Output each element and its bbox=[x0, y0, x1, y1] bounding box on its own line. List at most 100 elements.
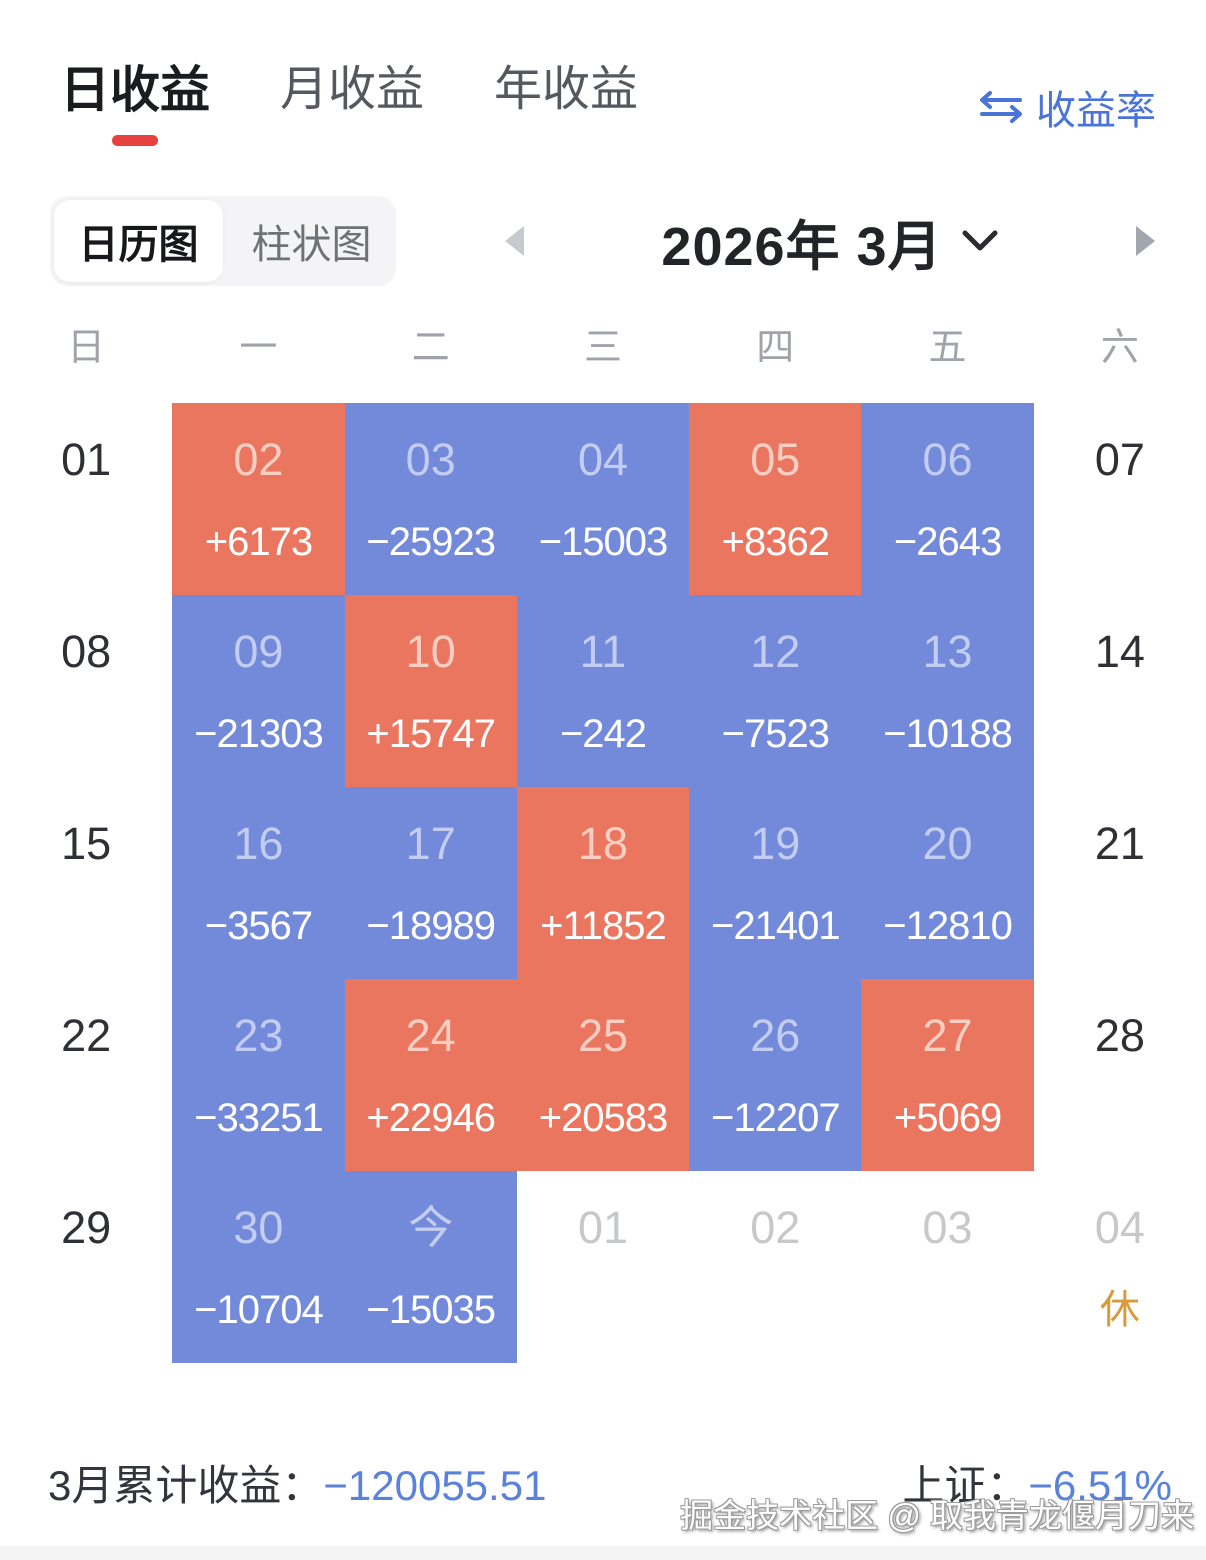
cell-profit-value: +11852 bbox=[540, 904, 667, 948]
calendar-cell: 21 bbox=[1034, 787, 1206, 979]
calendar-cell: 14 bbox=[1034, 595, 1206, 787]
cell-profit-value: −21303 bbox=[194, 712, 324, 756]
cell-date: 04 bbox=[1094, 1202, 1145, 1253]
index-value: −6.51% bbox=[1028, 1462, 1172, 1509]
cell-date: 30 bbox=[233, 1202, 284, 1253]
return-rate-label: 收益率 bbox=[1036, 89, 1156, 133]
cell-date: 17 bbox=[405, 818, 456, 869]
cell-profit-value: −15003 bbox=[538, 520, 669, 564]
cell-date: 08 bbox=[61, 626, 112, 677]
tab-daily-return[interactable]: 日收益 bbox=[60, 60, 210, 146]
cell-date: 20 bbox=[922, 818, 973, 869]
calendar-cell: 25 +20583 bbox=[516, 979, 690, 1171]
tab-monthly-return[interactable]: 月收益 bbox=[280, 60, 424, 120]
cell-date: 09 bbox=[233, 626, 284, 677]
calendar-cell: 27 +5069 bbox=[861, 979, 1034, 1171]
calendar-cell: 17 −18989 bbox=[344, 787, 517, 979]
weekday-header: 日一二三四五六 bbox=[0, 322, 1206, 374]
calendar-cell: 30 −10704 bbox=[172, 1171, 345, 1363]
calendar-cell: 22 bbox=[0, 979, 172, 1171]
cell-date: 29 bbox=[61, 1202, 112, 1253]
calendar-cell: 24 +22946 bbox=[344, 979, 517, 1171]
active-tab-underline bbox=[112, 135, 158, 146]
month-total-value: −120055.51 bbox=[323, 1462, 547, 1509]
calendar-cell: 20 −12810 bbox=[861, 787, 1034, 979]
cell-profit-value: −2643 bbox=[893, 520, 1002, 564]
calendar-cell: 13 −10188 bbox=[861, 595, 1034, 787]
cell-date: 01 bbox=[577, 1202, 629, 1253]
cell-date: 14 bbox=[1094, 626, 1145, 677]
weekday-header-wed: 三 bbox=[583, 327, 622, 369]
weekday-header-thu: 四 bbox=[756, 327, 795, 369]
cell-profit-value: −15035 bbox=[366, 1288, 496, 1332]
calendar-cell: 04 −15003 bbox=[516, 403, 690, 595]
calendar-cell: 16 −3567 bbox=[172, 787, 345, 979]
cell-profit-value: +20583 bbox=[538, 1096, 669, 1140]
market-closed-badge: 休 bbox=[1099, 1288, 1140, 1332]
watermark-text: 掘金技术社区 @ 取我青龙偃月刀来 bbox=[680, 1497, 1194, 1534]
return-rate-toggle[interactable]: 收益率 bbox=[978, 78, 1156, 136]
weekday-header-tue: 二 bbox=[411, 327, 450, 369]
calendar-cell: 28 bbox=[1034, 979, 1206, 1171]
cell-date: 19 bbox=[750, 818, 801, 869]
cell-profit-value: −18989 bbox=[366, 904, 496, 948]
bar-view-button[interactable]: 柱状图 bbox=[251, 223, 372, 267]
cell-date: 24 bbox=[405, 1010, 456, 1061]
calendar-cell: 08 bbox=[0, 595, 172, 787]
calendar-cell: 09 −21303 bbox=[172, 595, 345, 787]
cell-profit-value: +6173 bbox=[204, 520, 313, 564]
cell-date: 25 bbox=[577, 1010, 629, 1061]
month-navigation: 2026年 3月 bbox=[505, 196, 1155, 286]
calendar-cell: 01 bbox=[0, 403, 172, 595]
chevron-down-icon bbox=[961, 228, 999, 254]
month-total-summary: 3月累计收益：−120055.51 bbox=[48, 1452, 546, 1513]
profit-calendar-grid: 01 02 +6173 03 −25923 04 −15003 05 +8362 06 −2643 0… bbox=[0, 403, 1206, 1363]
swap-arrows-icon bbox=[978, 89, 1024, 125]
weekday-header-sun: 日 bbox=[67, 327, 106, 369]
calendar-cell: 12 −7523 bbox=[689, 595, 862, 787]
calendar-view-button[interactable]: 日历图 bbox=[54, 200, 223, 282]
return-period-tabs: 日收益 月收益 年收益 bbox=[60, 60, 638, 146]
cell-profit-value: −242 bbox=[559, 712, 647, 756]
cell-date: 04 bbox=[577, 434, 629, 485]
tab-label: 月收益 bbox=[280, 63, 425, 116]
index-summary: 上证：−6.51% bbox=[902, 1452, 1172, 1513]
cell-profit-value: −12207 bbox=[710, 1096, 841, 1140]
cell-date: 15 bbox=[61, 818, 112, 869]
calendar-cell: 02 +6173 bbox=[172, 403, 345, 595]
cell-date: 21 bbox=[1094, 818, 1145, 869]
tab-label: 年收益 bbox=[494, 63, 639, 116]
cell-date: 23 bbox=[233, 1010, 284, 1061]
calendar-cell: 05 +8362 bbox=[689, 403, 862, 595]
tab-yearly-return[interactable]: 年收益 bbox=[494, 60, 638, 120]
cell-profit-value: +15747 bbox=[366, 712, 496, 756]
month-selector[interactable]: 2026年 3月 bbox=[661, 202, 998, 281]
calendar-cell-today: 今 −15035 bbox=[344, 1171, 517, 1363]
cell-date: 今 bbox=[408, 1202, 454, 1253]
month-total-label: 3月累计收益： bbox=[48, 1462, 324, 1509]
next-month-arrow[interactable] bbox=[1135, 226, 1155, 256]
cell-date: 07 bbox=[1094, 434, 1145, 485]
cell-profit-value: +8362 bbox=[721, 520, 830, 564]
calendar-cell: 26 −12207 bbox=[689, 979, 862, 1171]
cell-profit-value: −25923 bbox=[366, 520, 496, 564]
cell-date: 02 bbox=[750, 1202, 801, 1253]
cell-profit-value: −10188 bbox=[883, 712, 1013, 756]
calendar-cell: 18 +11852 bbox=[516, 787, 690, 979]
cell-profit-value: −10704 bbox=[194, 1288, 324, 1332]
calendar-cell: 11 −242 bbox=[516, 595, 690, 787]
cell-date: 02 bbox=[233, 434, 284, 485]
cell-profit-value: −3567 bbox=[204, 904, 313, 948]
cell-profit-value: +5069 bbox=[893, 1096, 1002, 1140]
cell-date: 18 bbox=[577, 818, 629, 869]
calendar-cell: 01 bbox=[517, 1171, 689, 1363]
cell-profit-value: −21401 bbox=[710, 904, 841, 948]
calendar-cell: 02 bbox=[689, 1171, 861, 1363]
month-summary-bar: 3月累计收益：−120055.51 上证：−6.51% bbox=[0, 1452, 1206, 1509]
cell-date: 13 bbox=[922, 626, 973, 677]
cell-date: 12 bbox=[750, 626, 801, 677]
cell-date: 26 bbox=[750, 1010, 801, 1061]
calendar-cell: 23 −33251 bbox=[172, 979, 345, 1171]
prev-month-arrow[interactable] bbox=[505, 226, 524, 256]
